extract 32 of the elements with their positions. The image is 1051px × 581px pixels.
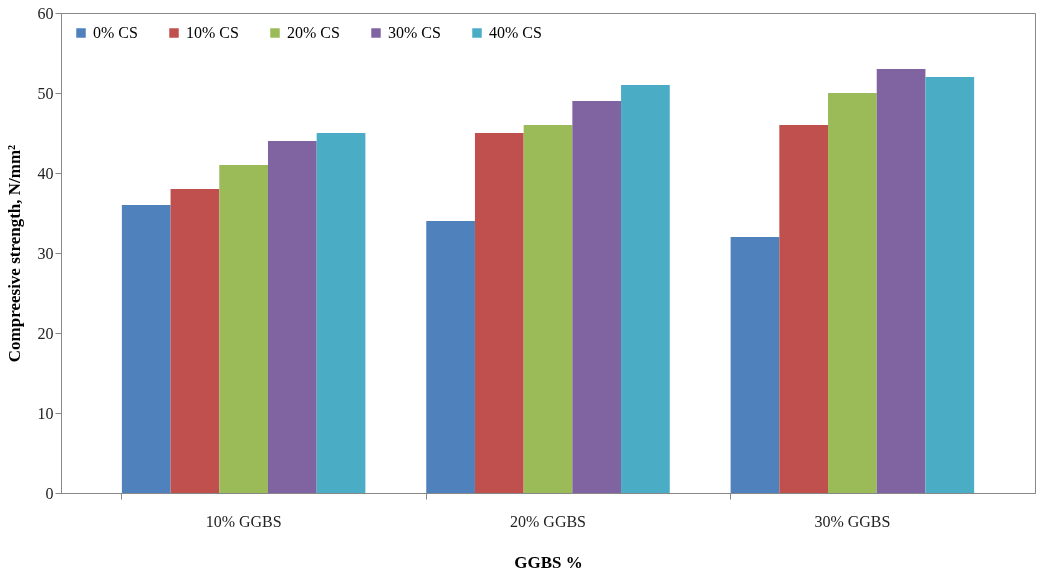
y-tick-label: 50 <box>37 84 54 102</box>
bar <box>121 205 171 493</box>
bar <box>730 237 780 493</box>
y-tick-label: 10 <box>37 404 54 422</box>
bar <box>523 125 573 493</box>
bar <box>925 77 975 493</box>
bar <box>828 93 877 493</box>
x-tick-label: 20% GGBS <box>509 512 587 530</box>
legend-label: 20% CS <box>287 24 340 41</box>
y-tick-label: 30 <box>37 244 54 262</box>
legend-label: 40% CS <box>489 24 542 41</box>
legend-label: 0% CS <box>93 24 138 41</box>
legend-label: 30% CS <box>388 24 441 41</box>
bar <box>779 125 829 493</box>
bar <box>219 165 268 493</box>
y-axis-title: Compreesive strength, N/mm² <box>4 144 24 363</box>
x-tick-label: 30% GGBS <box>814 512 891 530</box>
y-tick-label: 60 <box>37 4 54 22</box>
y-tick-label: 40 <box>37 164 54 182</box>
bar <box>267 141 317 493</box>
bar <box>170 189 220 493</box>
bar <box>474 133 524 493</box>
bar <box>316 133 366 493</box>
bar <box>572 101 622 493</box>
bar <box>621 85 670 493</box>
bar <box>876 69 926 493</box>
x-axis-title: GGBS % <box>514 552 583 572</box>
legend-label: 10% CS <box>186 24 239 41</box>
x-tick-label: 10% GGBS <box>205 512 282 530</box>
y-tick-label: 20 <box>37 324 54 342</box>
bar <box>426 221 475 493</box>
y-tick-label: 0 <box>45 484 54 502</box>
